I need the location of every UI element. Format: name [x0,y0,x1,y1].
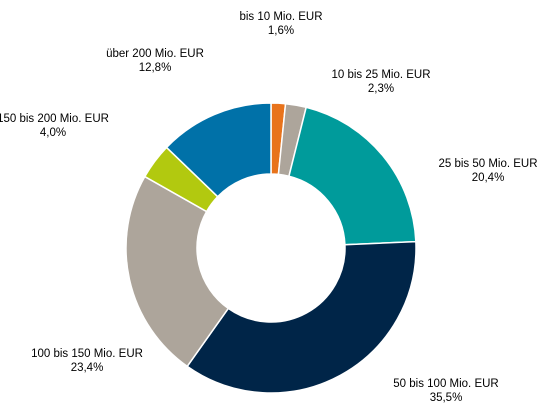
slice-value-1: 1,6% [268,25,294,37]
slice-5 [125,175,230,368]
slice-7 [165,102,272,198]
slice-value-5: 23,4% [71,362,104,374]
slice-label-6: 150 bis 200 Mio. EUR [0,113,109,125]
slices-group [125,102,417,394]
slice-value-4: 35,5% [430,392,463,404]
slice-label-7: über 200 Mio. EUR [106,48,204,60]
slice-value-2: 2,3% [368,83,394,95]
slice-4 [186,240,417,394]
labels-group: bis 10 Mio. EUR 1,6% 10 bis 25 Mio. EUR 2,3… [0,11,538,404]
slice-label-2: 10 bis 25 Mio. EUR [331,69,430,81]
slice-3 [288,106,417,246]
slice-value-3: 20,4% [472,172,505,184]
slice-label-3: 25 bis 50 Mio. EUR [438,158,537,170]
slice-value-6: 4,0% [40,127,66,139]
slice-label-1: bis 10 Mio. EUR [239,11,322,23]
slice-label-5: 100 bis 150 Mio. EUR [31,348,143,360]
slice-value-7: 12,8% [139,62,172,74]
slice-label-4: 50 bis 100 Mio. EUR [393,378,498,390]
